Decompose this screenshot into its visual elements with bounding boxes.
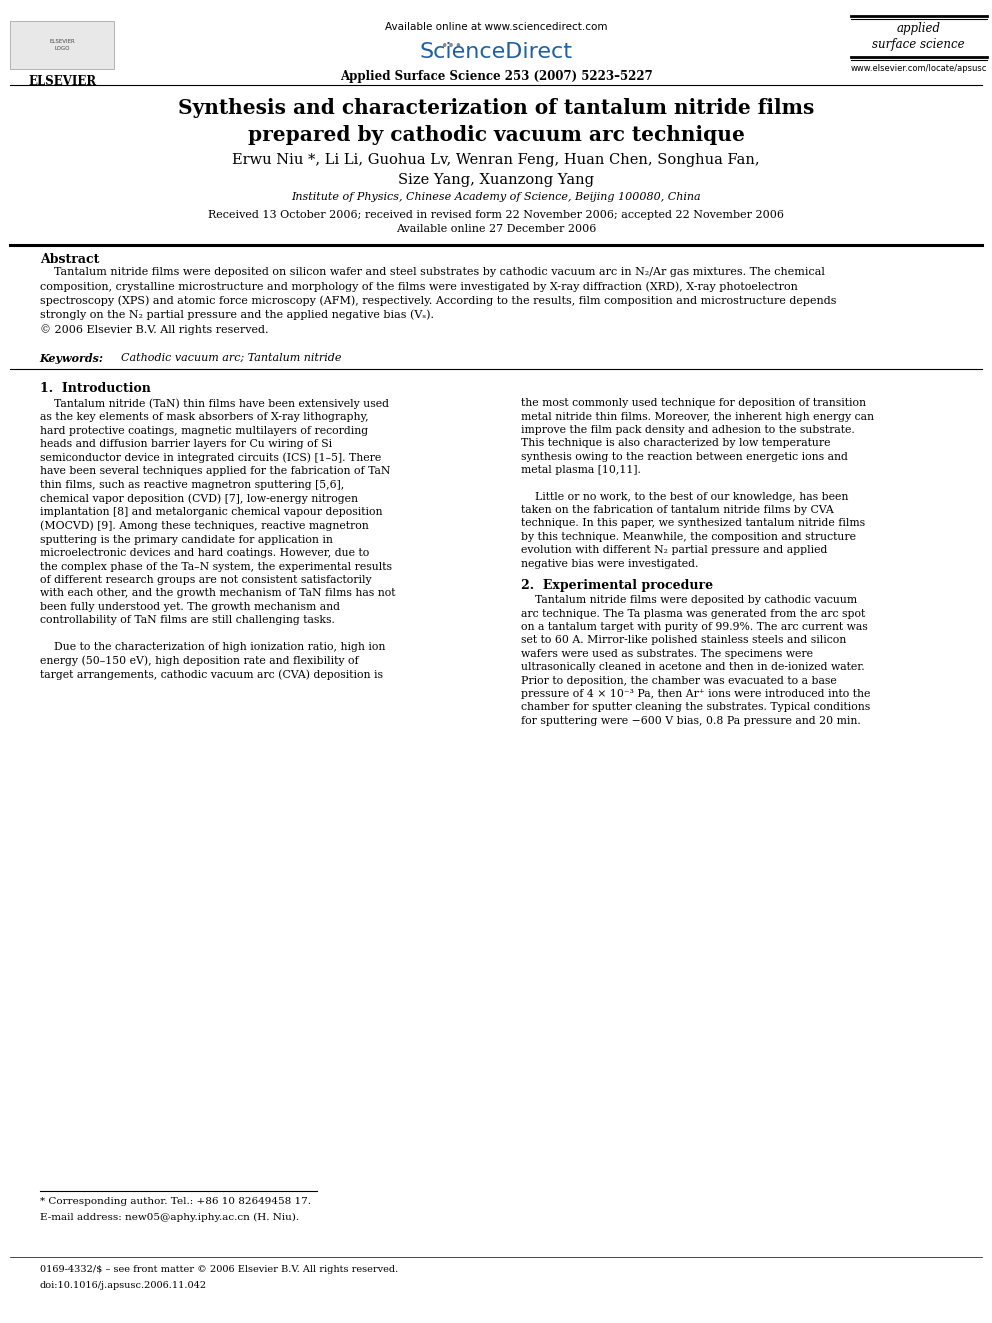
Text: Received 13 October 2006; received in revised form 22 November 2006; accepted 22: Received 13 October 2006; received in re… [208,210,784,234]
Text: Institute of Physics, Chinese Academy of Science, Beijing 100080, China: Institute of Physics, Chinese Academy of… [292,192,700,202]
Bar [10,21,114,69]
Text: Abstract: Abstract [40,253,99,266]
Text: * Corresponding author. Tel.: +86 10 82649458 17.: * Corresponding author. Tel.: +86 10 826… [40,1197,310,1207]
Text: www.elsevier.com/locate/apsusc: www.elsevier.com/locate/apsusc [850,64,987,73]
Text: Erwu Niu *, Li Li, Guohua Lv, Wenran Feng, Huan Chen, Songhua Fan,
Size Yang, Xu: Erwu Niu *, Li Li, Guohua Lv, Wenran Fen… [232,153,760,187]
Text: Tantalum nitride films were deposited by cathodic vacuum
arc technique. The Ta p: Tantalum nitride films were deposited by… [521,595,870,725]
Text: •••: ••• [440,40,462,53]
Text: Tantalum nitride (TaN) thin films have been extensively used
as the key elements: Tantalum nitride (TaN) thin films have b… [40,398,395,680]
Text: applied: applied [897,22,940,36]
Text: Cathodic vacuum arc; Tantalum nitride: Cathodic vacuum arc; Tantalum nitride [114,353,341,364]
Text: Synthesis and characterization of tantalum nitride films
prepared by cathodic va: Synthesis and characterization of tantal… [178,98,814,146]
Text: the most commonly used technique for deposition of transition
metal nitride thin: the most commonly used technique for dep… [521,398,874,569]
Text: 1.  Introduction: 1. Introduction [40,382,151,396]
Text: ScienceDirect: ScienceDirect [420,42,572,62]
Text: Applied Surface Science 253 (2007) 5223–5227: Applied Surface Science 253 (2007) 5223–… [339,70,653,83]
Text: Keywords:: Keywords: [40,353,104,364]
Text: 2.  Experimental procedure: 2. Experimental procedure [521,579,713,593]
Text: doi:10.1016/j.apsusc.2006.11.042: doi:10.1016/j.apsusc.2006.11.042 [40,1281,206,1290]
Text: E-mail address: new05@aphy.iphy.ac.cn (H. Niu).: E-mail address: new05@aphy.iphy.ac.cn (H… [40,1213,299,1222]
Text: Available online at www.sciencedirect.com: Available online at www.sciencedirect.co… [385,22,607,33]
Text: Tantalum nitride films were deposited on silicon wafer and steel substrates by c: Tantalum nitride films were deposited on… [40,267,836,335]
Text: 0169-4332/$ – see front matter © 2006 Elsevier B.V. All rights reserved.: 0169-4332/$ – see front matter © 2006 El… [40,1265,398,1274]
Text: ELSEVIER
LOGO: ELSEVIER LOGO [50,40,75,50]
Text: surface science: surface science [872,38,965,52]
Text: ELSEVIER: ELSEVIER [29,75,96,89]
